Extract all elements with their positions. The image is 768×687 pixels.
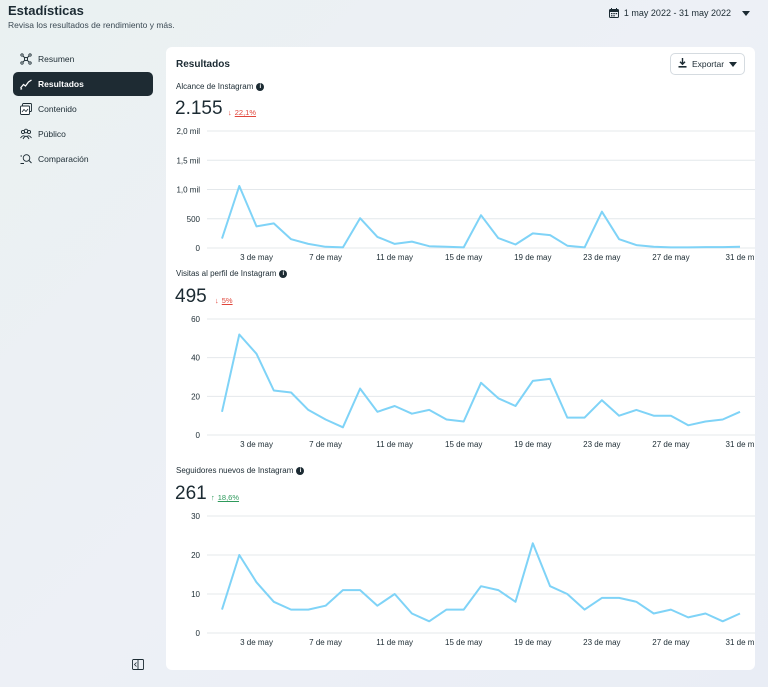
caret-down-icon <box>742 10 750 16</box>
metric-label-reach: Alcance de Instagram i <box>176 82 265 91</box>
info-icon[interactable]: i <box>279 269 288 278</box>
metric-label-new-followers: Seguidores nuevos de Instagram i <box>176 466 305 475</box>
sidebar-item-label: Público <box>38 129 66 139</box>
overview-icon <box>20 53 32 65</box>
sidebar-item-contenido[interactable]: Contenido <box>13 97 153 121</box>
x-tick-label: 3 de may <box>240 253 273 262</box>
export-label: Exportar <box>691 59 725 69</box>
sidebar-item-resultados[interactable]: Resultados <box>13 72 153 96</box>
metric-total-new-followers: 261 <box>175 483 207 504</box>
sidebar-item-label: Resumen <box>38 54 75 64</box>
y-tick-label: 1,5 mil <box>176 156 200 165</box>
metric-change-profile-visits: ↓ 5% <box>215 296 233 305</box>
sidebar: Resumen Resultados Contenido Público Com… <box>13 47 153 172</box>
metric-total-reach: 2.155 <box>175 98 223 119</box>
sidebar-item-comparacion[interactable]: Comparación <box>13 147 153 171</box>
x-tick-label: 31 de m <box>726 440 755 449</box>
y-tick-label: 60 <box>191 315 200 324</box>
calendar-icon <box>608 8 619 18</box>
content-icon <box>20 103 32 115</box>
compare-icon <box>20 153 32 165</box>
y-tick-label: 1,0 mil <box>176 186 200 195</box>
y-tick-label: 10 <box>191 590 200 599</box>
x-tick-label: 11 de may <box>376 440 413 449</box>
sidebar-item-label: Resultados <box>38 79 84 89</box>
y-tick-label: 0 <box>196 431 201 440</box>
metric-title: Alcance de Instagram <box>176 82 254 91</box>
arrow-up-icon: ↑ <box>211 493 215 502</box>
new-followers-chart: 0 10 20 30 3 de may 7 de may 11 de may 15 de ma… <box>191 512 755 647</box>
date-range-picker[interactable]: 1 may 2022 - 31 may 2022 <box>608 8 750 18</box>
change-percent: 18,6% <box>217 493 240 502</box>
change-percent: 22,1% <box>234 108 257 117</box>
sidebar-item-label: Contenido <box>38 104 77 114</box>
page-title: Estadísticas <box>8 3 84 18</box>
reach-chart: 0 500 1,0 mil 1,5 mil 2,0 mil 3 de may 7 de ma… <box>176 127 755 262</box>
x-tick-label: 23 de may <box>583 440 620 449</box>
y-tick-label: 0 <box>196 629 201 638</box>
arrow-down-icon: ↓ <box>215 296 219 305</box>
page-subtitle: Revisa los resultados de rendimiento y m… <box>8 20 175 30</box>
metric-label-profile-visits: Visitas al perfil de Instagram i <box>176 269 288 278</box>
x-tick-label: 11 de may <box>376 253 413 262</box>
trend-line-icon <box>20 78 32 90</box>
x-tick-label: 7 de may <box>309 638 342 647</box>
y-tick-label: 30 <box>191 512 200 521</box>
series-line <box>221 185 741 249</box>
change-percent: 5% <box>221 296 233 305</box>
x-tick-label: 3 de may <box>240 440 273 449</box>
download-icon <box>678 58 687 70</box>
y-tick-label: 20 <box>191 551 200 560</box>
sidebar-item-publico[interactable]: Público <box>13 122 153 146</box>
collapse-sidebar-button[interactable] <box>132 657 146 670</box>
card-title: Resultados <box>176 59 230 70</box>
info-icon[interactable]: i <box>296 466 305 475</box>
x-tick-label: 31 de m <box>726 253 755 262</box>
x-tick-label: 31 de m <box>726 638 755 647</box>
series-line <box>221 333 741 429</box>
metric-title: Seguidores nuevos de Instagram <box>176 466 294 475</box>
x-tick-label: 19 de may <box>514 638 551 647</box>
x-tick-label: 15 de may <box>445 638 482 647</box>
x-tick-label: 3 de may <box>240 638 273 647</box>
sidebar-item-label: Comparación <box>38 154 89 164</box>
x-tick-label: 7 de may <box>309 253 342 262</box>
x-tick-label: 19 de may <box>514 253 551 262</box>
audience-icon <box>20 128 32 140</box>
results-card: Resultados Exportar Alcance de Instagram… <box>166 47 755 670</box>
metric-change-reach: ↓ 22,1% <box>228 108 256 117</box>
caret-down-icon <box>729 59 738 69</box>
page-header: Estadísticas Revisa los resultados de re… <box>8 3 175 30</box>
y-tick-label: 2,0 mil <box>176 127 200 136</box>
y-tick-label: 40 <box>191 354 200 363</box>
export-button[interactable]: Exportar <box>670 53 745 75</box>
y-tick-label: 500 <box>187 215 201 224</box>
metric-total-profile-visits: 495 <box>175 286 207 307</box>
sidebar-toggle-icon <box>132 657 144 674</box>
x-tick-label: 27 de may <box>652 253 689 262</box>
x-tick-label: 19 de may <box>514 440 551 449</box>
y-tick-label: 0 <box>196 244 201 253</box>
x-tick-label: 27 de may <box>652 638 689 647</box>
y-tick-label: 20 <box>191 392 200 401</box>
x-tick-label: 23 de may <box>583 638 620 647</box>
profile-visits-chart: 0 20 40 60 3 de may 7 de may 11 de may 15 de ma… <box>191 315 755 449</box>
arrow-down-icon: ↓ <box>228 108 232 117</box>
x-tick-label: 27 de may <box>652 440 689 449</box>
x-tick-label: 15 de may <box>445 253 482 262</box>
x-tick-label: 11 de may <box>376 638 413 647</box>
x-tick-label: 23 de may <box>583 253 620 262</box>
sidebar-item-resumen[interactable]: Resumen <box>13 47 153 71</box>
date-range-label: 1 may 2022 - 31 may 2022 <box>623 8 731 18</box>
x-tick-label: 15 de may <box>445 440 482 449</box>
x-tick-label: 7 de may <box>309 440 342 449</box>
metric-change-new-followers: ↑ 18,6% <box>211 493 239 502</box>
metric-title: Visitas al perfil de Instagram <box>176 269 277 278</box>
info-icon[interactable]: i <box>256 82 265 91</box>
